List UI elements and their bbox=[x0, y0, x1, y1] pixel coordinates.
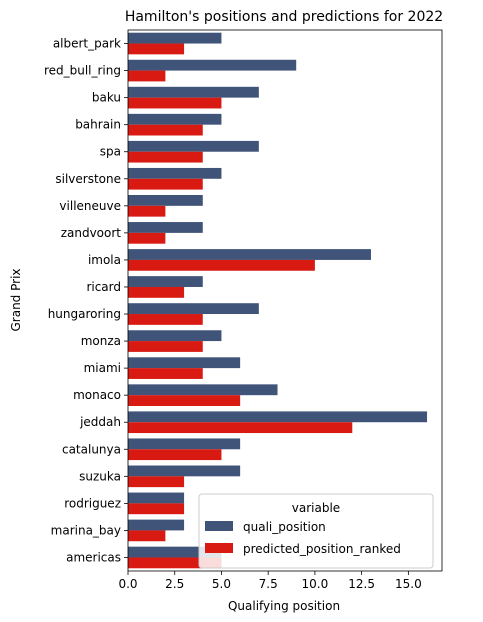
y-tick-label: suzuka bbox=[79, 469, 121, 483]
bar-predicted-position-ranked-silverstone bbox=[128, 178, 203, 190]
bar-predicted-position-ranked-monaco bbox=[128, 395, 241, 406]
bar-predicted-position-ranked-marina-bay bbox=[128, 530, 166, 542]
y-tick-label: villeneuve bbox=[59, 199, 121, 213]
x-tick-label: 15.0 bbox=[395, 577, 422, 591]
x-tick-label: 7.5 bbox=[259, 577, 278, 591]
bar-quali-position-imola bbox=[128, 249, 371, 260]
bar-quali-position-villeneuve bbox=[128, 195, 203, 206]
bar-predicted-position-ranked-jeddah bbox=[128, 422, 353, 434]
bar-quali-position-zandvoort bbox=[128, 222, 203, 233]
y-tick-label: ricard bbox=[86, 280, 121, 294]
bar-quali-position-red-bull-ring bbox=[128, 59, 297, 71]
chart-title: Hamilton's positions and predictions for… bbox=[125, 9, 443, 25]
y-tick-label: hungaroring bbox=[48, 307, 121, 321]
x-tick-label: 2.5 bbox=[165, 577, 184, 591]
bars-layer bbox=[128, 32, 428, 569]
y-tick-label: catalunya bbox=[62, 442, 121, 456]
bar-predicted-position-ranked-ricard bbox=[128, 286, 185, 298]
bar-predicted-position-ranked-imola bbox=[128, 259, 315, 271]
y-tick-label: baku bbox=[92, 91, 121, 105]
bar-quali-position-jeddah bbox=[128, 411, 428, 423]
bar-predicted-position-ranked-miami bbox=[128, 368, 203, 379]
bar-quali-position-albert-park bbox=[128, 32, 222, 44]
y-tick-label: monaco bbox=[73, 388, 121, 402]
y-tick-label: imola bbox=[88, 253, 121, 267]
bar-predicted-position-ranked-hungaroring bbox=[128, 314, 203, 325]
bar-predicted-position-ranked-suzuka bbox=[128, 476, 185, 488]
bar-quali-position-ricard bbox=[128, 276, 203, 287]
y-tick-label: silverstone bbox=[55, 172, 121, 186]
bar-predicted-position-ranked-red-bull-ring bbox=[128, 70, 166, 82]
bar-quali-position-miami bbox=[128, 357, 241, 369]
x-axis-label: Qualifying position bbox=[228, 599, 340, 613]
bar-predicted-position-ranked-zandvoort bbox=[128, 232, 166, 244]
bar-quali-position-catalunya bbox=[128, 438, 241, 450]
bar-quali-position-americas bbox=[128, 546, 222, 558]
bar-predicted-position-ranked-rodriguez bbox=[128, 503, 185, 515]
y-axis-label: Grand Prix bbox=[9, 268, 23, 331]
bar-quali-position-hungaroring bbox=[128, 303, 259, 315]
x-ticks: 0.0 2.5 5.0 7.5 10.0 12.5 15.0 bbox=[118, 571, 422, 591]
x-tick-label: 12.5 bbox=[348, 577, 375, 591]
y-tick-label: monza bbox=[81, 334, 121, 348]
bar-quali-position-silverstone bbox=[128, 167, 222, 179]
x-tick-label: 10.0 bbox=[302, 577, 329, 591]
y-tick-label: zandvoort bbox=[61, 226, 122, 240]
plot-frame bbox=[127, 29, 443, 572]
legend: variable quali_position predicted_positi… bbox=[198, 493, 434, 569]
bar-predicted-position-ranked-monza bbox=[128, 341, 203, 352]
x-tick-label: 5.0 bbox=[212, 577, 231, 591]
x-tick-label: 0.0 bbox=[118, 577, 137, 591]
bar-predicted-position-ranked-spa bbox=[128, 151, 203, 163]
y-tick-label: jeddah bbox=[79, 415, 121, 429]
bar-quali-position-suzuka bbox=[128, 465, 241, 477]
bar-predicted-position-ranked-catalunya bbox=[128, 449, 222, 461]
bar-quali-position-bahrain bbox=[128, 113, 222, 125]
legend-label-predicted-position-ranked: predicted_position_ranked bbox=[243, 542, 401, 556]
legend-swatch-quali-position bbox=[205, 521, 233, 531]
bar-predicted-position-ranked-albert-park bbox=[128, 43, 185, 55]
y-tick-label: spa bbox=[100, 145, 121, 159]
bar-predicted-position-ranked-americas bbox=[128, 557, 222, 569]
bar-predicted-position-ranked-villeneuve bbox=[128, 205, 166, 217]
legend-box bbox=[198, 493, 434, 569]
y-tick-label: americas bbox=[66, 550, 121, 564]
bar-quali-position-marina-bay bbox=[128, 519, 185, 531]
y-tick-label: red_bull_ring bbox=[44, 64, 121, 78]
bar-quali-position-baku bbox=[128, 86, 259, 98]
y-tick-label: albert_park bbox=[53, 37, 121, 51]
bar-quali-position-monaco bbox=[128, 384, 278, 396]
bar-predicted-position-ranked-baku bbox=[128, 97, 222, 109]
bar-predicted-position-ranked-bahrain bbox=[128, 124, 203, 136]
y-tick-label: miami bbox=[84, 361, 121, 375]
legend-label-quali-position: quali_position bbox=[243, 520, 326, 534]
legend-swatch-predicted-position-ranked bbox=[205, 543, 233, 553]
y-tick-label: bahrain bbox=[75, 118, 121, 132]
bar-quali-position-monza bbox=[128, 330, 222, 342]
bar-quali-position-spa bbox=[128, 140, 259, 152]
bar-quali-position-rodriguez bbox=[128, 492, 185, 504]
legend-title: variable bbox=[292, 501, 340, 515]
y-tick-label: rodriguez bbox=[64, 496, 121, 510]
y-tick-label: marina_bay bbox=[51, 523, 121, 537]
